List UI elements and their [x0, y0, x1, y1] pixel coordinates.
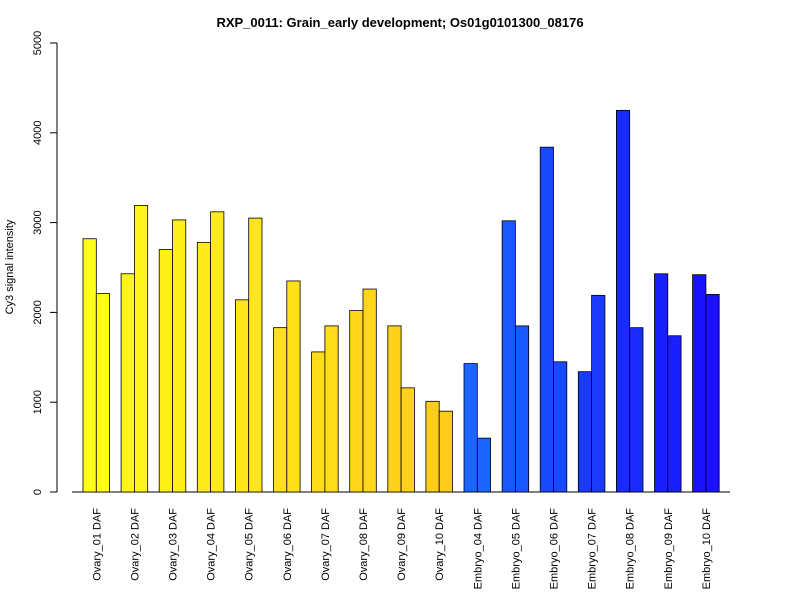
bar — [692, 274, 707, 493]
bar — [438, 410, 453, 493]
bar — [349, 310, 364, 493]
category-labels: Ovary_01 DAF Ovary_02 DAF Ovary_03 DAF Ovar… — [91, 508, 713, 590]
bar — [82, 238, 97, 493]
bar — [273, 327, 288, 493]
category-label: Embryo_09 DAF — [663, 508, 675, 590]
y-axis-label: Cy3 signal intensity — [4, 219, 16, 314]
category-label: Ovary_10 DAF — [434, 508, 446, 581]
y-tick-label: 1000 — [32, 390, 44, 414]
bar — [553, 361, 568, 493]
category-label: Ovary_04 DAF — [206, 508, 218, 581]
bar — [158, 249, 173, 493]
category-label: Ovary_07 DAF — [320, 508, 332, 581]
bars — [82, 109, 720, 493]
bar — [196, 241, 212, 493]
y-tick-label: 3000 — [32, 210, 44, 234]
bar — [654, 273, 669, 493]
bar — [248, 217, 263, 493]
y-tick-label: 4000 — [32, 121, 44, 145]
category-label: Ovary_06 DAF — [282, 508, 294, 581]
category-label: Ovary_05 DAF — [244, 508, 256, 581]
bar — [501, 220, 516, 493]
bar — [95, 293, 111, 493]
category-label: Ovary_02 DAF — [129, 508, 141, 581]
category-label: Embryo_10 DAF — [701, 508, 713, 590]
bar — [425, 400, 440, 493]
bar — [234, 299, 250, 493]
category-label: Embryo_05 DAF — [510, 508, 522, 590]
category-label: Embryo_04 DAF — [472, 508, 484, 590]
y-tick-label: 2000 — [32, 300, 44, 324]
category-label: Ovary_09 DAF — [396, 508, 408, 581]
bar — [616, 109, 631, 493]
bar — [210, 211, 225, 493]
bar — [324, 325, 339, 493]
category-label: Embryo_08 DAF — [625, 508, 637, 590]
bar — [705, 294, 720, 493]
bar — [539, 146, 554, 493]
bar — [286, 280, 301, 493]
bar — [463, 363, 478, 493]
bar — [515, 325, 530, 493]
bar — [400, 387, 415, 493]
category-label: Ovary_03 DAF — [168, 508, 180, 581]
bar — [172, 219, 187, 493]
bar — [133, 205, 149, 493]
y-tick-label: 0 — [32, 489, 44, 495]
bar — [476, 437, 491, 493]
bar — [591, 294, 606, 493]
category-label: Embryo_07 DAF — [587, 508, 599, 590]
bar — [311, 351, 326, 493]
category-label: Ovary_08 DAF — [358, 508, 370, 581]
y-tick-label: 5000 — [32, 31, 44, 55]
bar — [577, 371, 592, 493]
chart-title: RXP_0011: Grain_early development; Os01g… — [216, 15, 583, 30]
bar — [667, 335, 682, 493]
bar — [387, 325, 402, 493]
bar — [362, 288, 377, 493]
bar — [629, 327, 644, 493]
bar — [120, 273, 135, 493]
y-ticks: 0 1000 2000 3000 4000 5000 — [32, 31, 57, 495]
category-label: Ovary_01 DAF — [91, 508, 103, 581]
category-label: Embryo_06 DAF — [549, 508, 561, 590]
